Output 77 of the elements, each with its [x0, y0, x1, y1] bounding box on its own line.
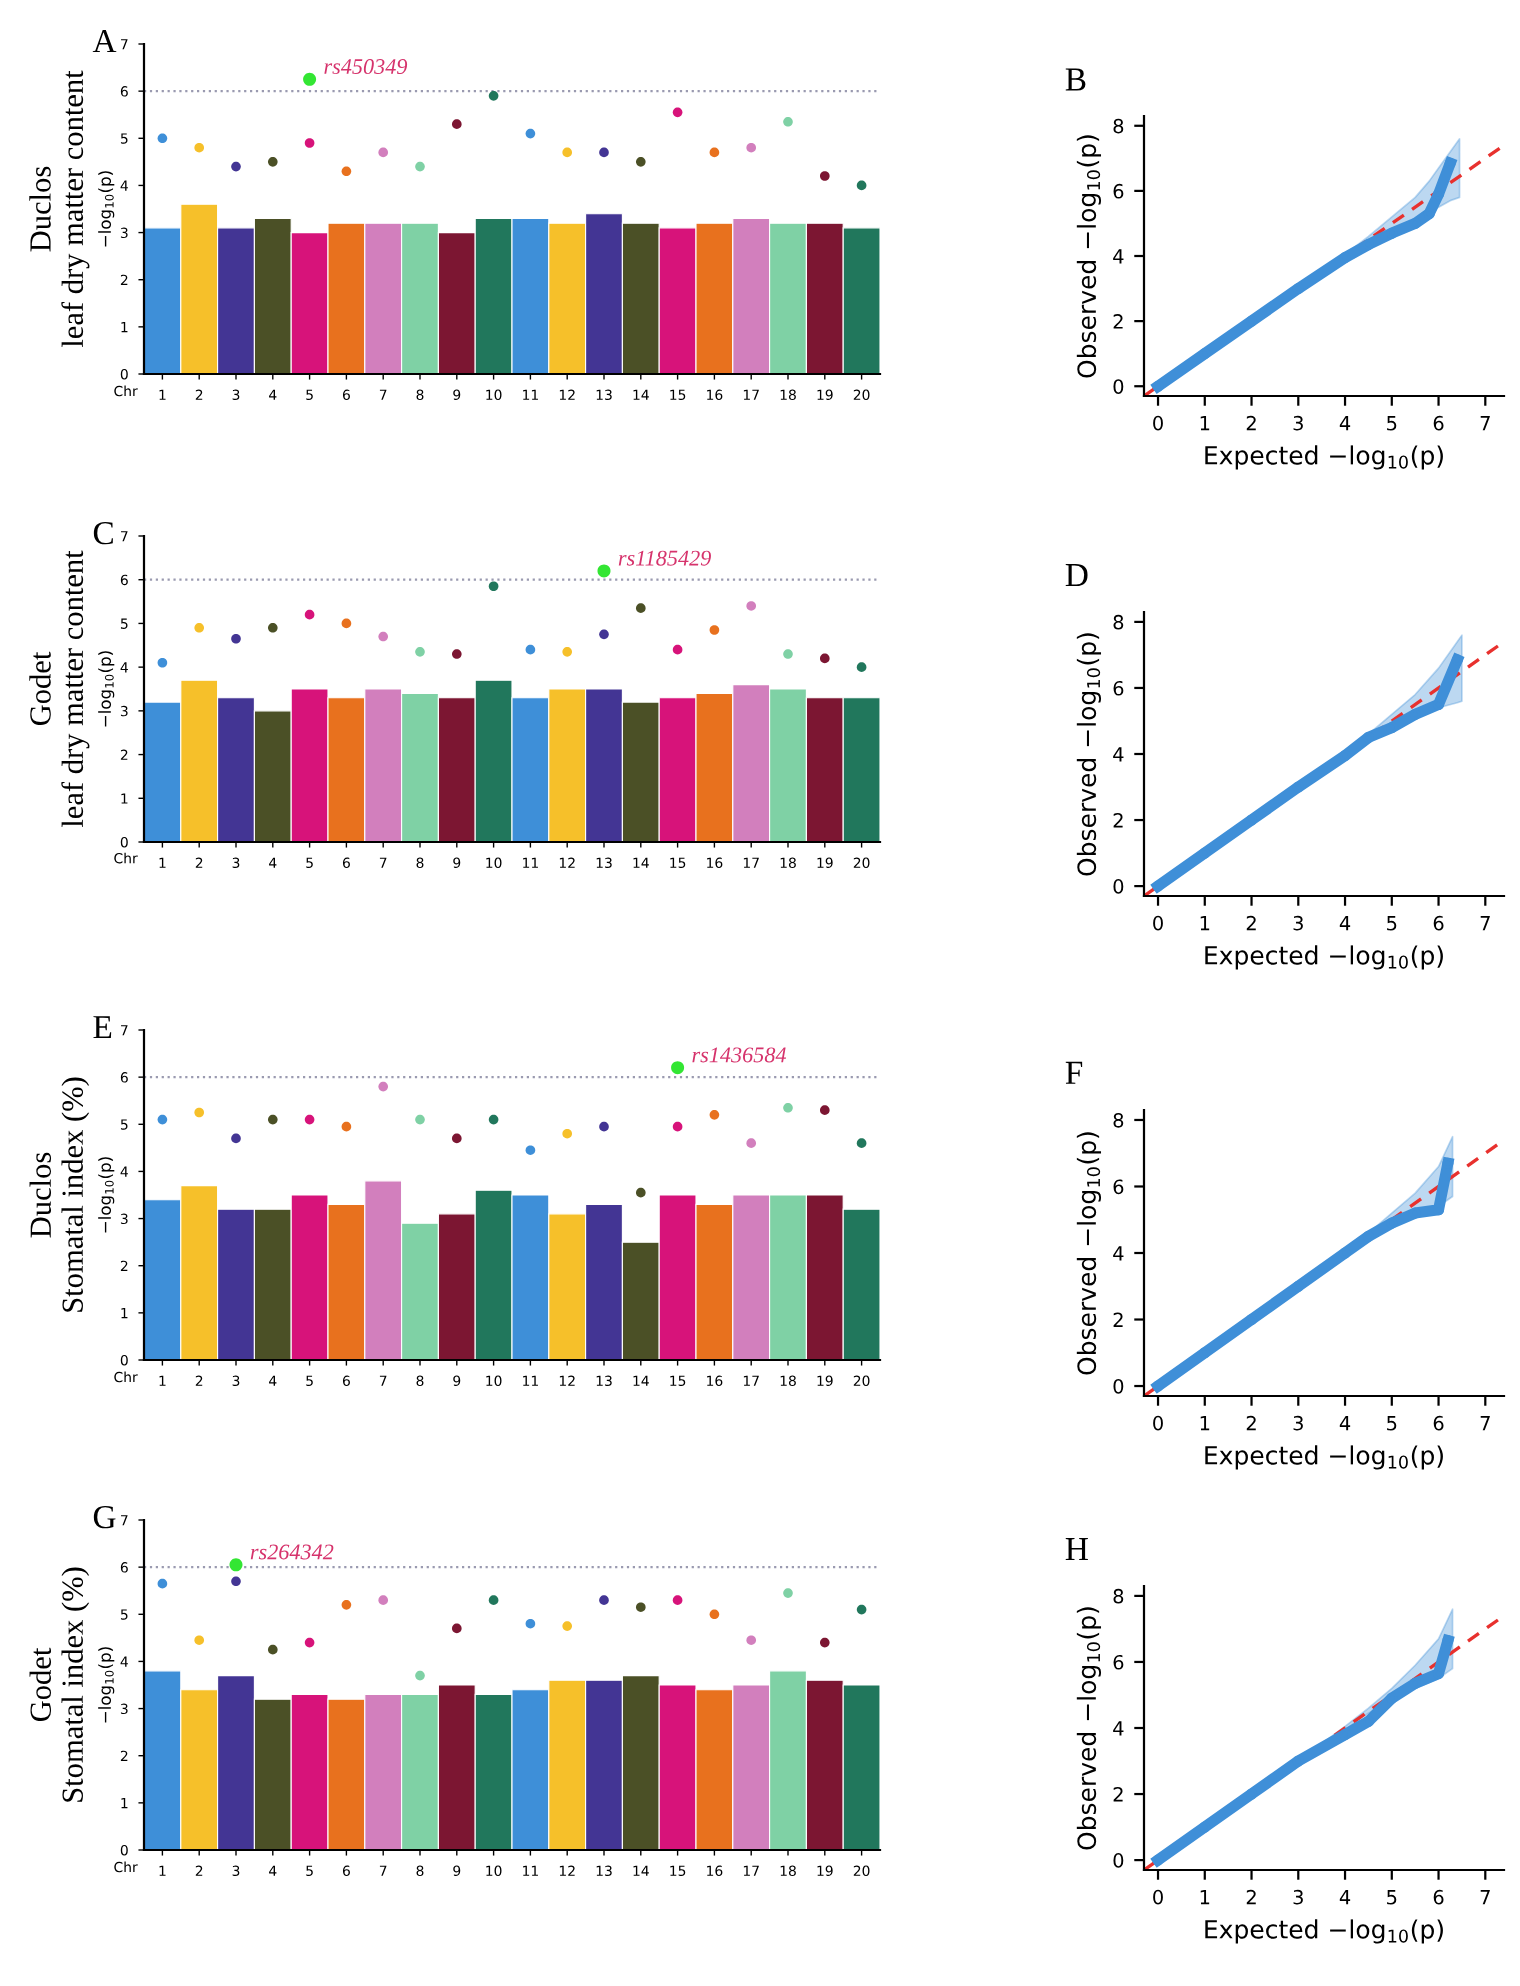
x-axis-title: Expected −log$_{10}$(p) — [1205, 1919, 1443, 1944]
y-tick-label: 4 — [1113, 747, 1124, 762]
x-tick-label: 7 — [1480, 416, 1490, 431]
x-tick-label: 4 — [1339, 916, 1351, 931]
text: Duclos leaf dry matter content — [29, 70, 90, 348]
x-tick-label: 5 — [1387, 416, 1397, 431]
chart-title: G — [93, 1505, 116, 1529]
x-tick-label: 6 — [1433, 415, 1444, 431]
annotation: rs1185429 — [618, 550, 711, 566]
x-tick-label: 7 — [1480, 1416, 1490, 1431]
text: Duclos Stomatal index (%) — [29, 1077, 90, 1312]
annotation: rs450349 — [324, 59, 408, 75]
y-axis-title: Observed −log$_{10}$(p) — [1076, 1607, 1102, 1850]
y-axis-title: −log$_{10}$(p) — [98, 651, 115, 727]
y-axis-title: Observed −log$_{10}$(p) — [1076, 135, 1102, 378]
y-axis-title: Observed −log$_{10}$(p) — [1076, 633, 1102, 876]
y-tick-label: 6 — [1113, 1654, 1124, 1670]
x-tick-label: 1 — [1200, 916, 1210, 931]
x-tick-label: 1 — [1200, 1890, 1210, 1905]
y-tick-label: 6 — [1113, 1179, 1124, 1195]
x-tick-label: 1 — [1200, 416, 1210, 431]
x-tick-label: 4 — [1339, 1890, 1351, 1905]
x-axis-title: Expected −log$_{10}$(p) — [1205, 945, 1443, 970]
chart-title: F — [1065, 1061, 1083, 1084]
text: Godet Stomatal index (%) — [29, 1567, 90, 1802]
x-tick-label: 3 — [1293, 915, 1303, 931]
y-tick-label: 8 — [1113, 1112, 1124, 1128]
x-tick-label: 5 — [1387, 916, 1397, 931]
y-tick-label: 4 — [1113, 1721, 1124, 1736]
y-tick-label: 4 — [1113, 1246, 1124, 1261]
x-tick-label: 0 — [1153, 1415, 1163, 1431]
x-tick-label: 4 — [1339, 1416, 1351, 1431]
x-axis-title: Expected −log$_{10}$(p) — [1205, 1445, 1443, 1470]
chart-title: D — [1065, 564, 1088, 586]
y-tick-label: 8 — [1113, 118, 1124, 134]
y-tick-label: 6 — [1113, 680, 1124, 696]
x-tick-label: 6 — [1433, 915, 1444, 931]
x-tick-label: 6 — [1433, 1889, 1444, 1905]
y-tick-label: 2 — [1113, 813, 1123, 828]
x-tick-label: 0 — [1153, 1889, 1163, 1905]
y-tick-label: 2 — [1113, 314, 1123, 329]
y-axis-title: −log$_{10}$(p) — [98, 1647, 115, 1723]
x-tick-label: 5 — [1387, 1416, 1397, 1431]
y-tick-label: 8 — [1113, 1588, 1124, 1604]
x-tick-label: 2 — [1246, 1415, 1256, 1431]
y-axis-title: −log$_{10}$(p) — [98, 1157, 115, 1233]
x-tick-label: 7 — [1480, 1890, 1490, 1905]
text: Godet leaf dry matter content — [29, 550, 90, 828]
y-axis-title: Observed −log$_{10}$(p) — [1076, 1132, 1102, 1375]
y-axis-title: −log$_{10}$(p) — [98, 171, 115, 247]
x-tick-label: 6 — [1433, 1415, 1444, 1431]
x-tick-label: 4 — [1339, 416, 1351, 431]
x-tick-label: 2 — [1246, 1889, 1256, 1905]
x-axis-title: Expected −log$_{10}$(p) — [1205, 445, 1443, 470]
x-tick-label: 2 — [1246, 915, 1256, 931]
x-tick-label: 3 — [1293, 415, 1303, 431]
x-tick-label: 0 — [1153, 415, 1163, 431]
chart-title: E — [93, 1016, 112, 1039]
x-tick-label: 0 — [1153, 915, 1163, 931]
y-tick-label: 2 — [1113, 1787, 1123, 1802]
chart-title: A — [92, 30, 117, 53]
annotation: rs264342 — [250, 1544, 334, 1560]
y-tick-label: 0 — [1113, 879, 1124, 894]
chart-title: C — [93, 521, 113, 545]
y-tick-label: 8 — [1113, 614, 1124, 630]
chart-title: H — [1065, 1538, 1088, 1560]
annotation: rs1436584 — [692, 1047, 787, 1063]
chart-title: B — [1065, 68, 1086, 91]
y-tick-label: 2 — [1113, 1312, 1123, 1327]
x-tick-label: 3 — [1293, 1415, 1303, 1431]
x-tick-label: 7 — [1480, 916, 1490, 931]
x-tick-label: 5 — [1387, 1890, 1397, 1905]
y-tick-label: 4 — [1113, 249, 1124, 264]
y-tick-label: 6 — [1113, 183, 1124, 199]
x-tick-label: 1 — [1200, 1416, 1210, 1431]
x-tick-label: 2 — [1246, 415, 1256, 431]
x-tick-label: 3 — [1293, 1889, 1303, 1905]
